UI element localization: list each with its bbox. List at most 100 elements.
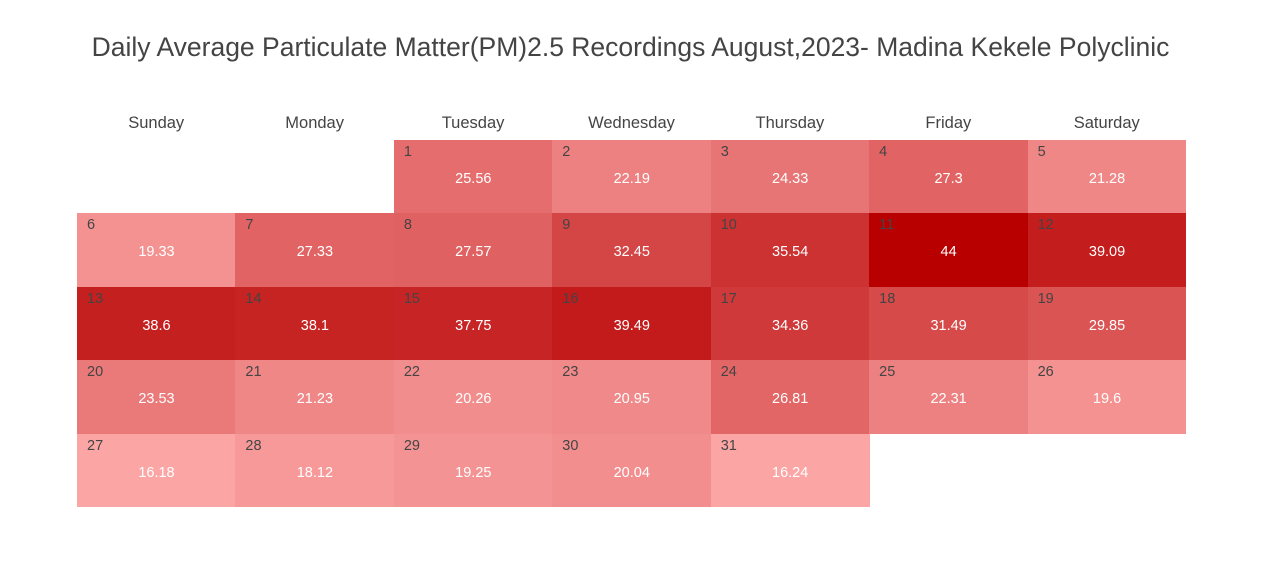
pm25-value-label: 18.12 (296, 464, 334, 481)
day-number-label: 27 (87, 437, 104, 454)
pm25-value-label: 44 (940, 244, 957, 261)
heatmap-cell: 20 23.53 (77, 360, 236, 435)
weekday-header-friday: Friday (925, 114, 972, 132)
heatmap-cell: 6 19.33 (77, 213, 236, 288)
day-number-label: 3 (720, 144, 729, 160)
day-number-label: 12 (1037, 217, 1054, 234)
heatmap-cell: 17 34.36 (710, 286, 870, 361)
pm25-value-label: 38.6 (142, 317, 171, 334)
pm25-value-label: 19.33 (138, 244, 175, 261)
heatmap-cell: 7 27.33 (235, 213, 395, 288)
heatmap-cell: 9 32.45 (552, 213, 712, 288)
calendar-heatmap: 1 25.56 2 22.19 3 24.33 4 27.3 5 21.28 6 19.33 7 27.3… (77, 140, 1187, 508)
heatmap-cell: 2 22.19 (552, 140, 712, 214)
day-number-label: 23 (562, 364, 579, 381)
weekday-header-monday: Monday (285, 114, 344, 132)
heatmap-cell: 31 16.24 (710, 433, 870, 508)
heatmap-cell: 10 35.54 (710, 213, 870, 288)
weekday-header-wednesday: Wednesday (588, 114, 675, 132)
pm25-value-label: 27.3 (934, 171, 963, 187)
pm25-value-label: 27.57 (455, 244, 492, 261)
heatmap-cell: 25 22.31 (869, 360, 1029, 435)
pm25-value-label: 39.49 (613, 317, 650, 334)
day-number-label: 31 (720, 437, 737, 454)
heatmap-cell: 11 44 (869, 213, 1029, 288)
day-number-label: 16 (562, 290, 579, 307)
pm25-value-label: 35.54 (772, 244, 809, 261)
heatmap-cell: 14 38.1 (235, 286, 395, 361)
pm25-value-label: 25.56 (455, 171, 492, 187)
pm25-value-label: 32.45 (613, 244, 650, 261)
day-number-label: 11 (879, 217, 895, 234)
pm25-value-label: 24.33 (772, 171, 809, 187)
chart-title: Daily Average Particulate Matter(PM)2.5 … (91, 32, 1170, 62)
heatmap-cell: 12 39.09 (1027, 213, 1187, 288)
day-number-label: 7 (245, 217, 254, 234)
pm25-value-label: 34.36 (772, 317, 809, 334)
weekday-header-tuesday: Tuesday (441, 114, 505, 132)
pm25-value-label: 20.04 (613, 464, 650, 481)
day-number-label: 19 (1037, 290, 1054, 307)
pm25-value-label: 16.24 (772, 464, 809, 481)
day-number-label: 17 (720, 290, 737, 307)
heatmap-cell: 21 21.23 (235, 360, 395, 435)
day-number-label: 2 (562, 144, 571, 160)
pm25-value-label: 27.33 (296, 244, 334, 261)
heatmap-cell: 30 20.04 (552, 433, 712, 508)
day-number-label: 1 (403, 144, 412, 160)
pm25-value-label: 26.81 (772, 391, 809, 408)
weekday-header-row: Sunday Monday Tuesday Wednesday Thursday Frid… (77, 114, 1186, 134)
heatmap-cell: 8 27.57 (393, 213, 553, 288)
heatmap-cell: 18 31.49 (869, 286, 1029, 361)
pm25-value-label: 37.75 (455, 317, 492, 334)
day-number-label: 30 (562, 437, 579, 454)
day-number-label: 18 (879, 290, 896, 307)
day-number-label: 10 (720, 217, 737, 234)
heatmap-cell: 3 24.33 (710, 140, 870, 214)
day-number-label: 20 (87, 364, 104, 381)
pm25-value-label: 29.85 (1088, 317, 1126, 334)
day-number-label: 14 (245, 290, 262, 307)
day-number-label: 6 (87, 217, 96, 234)
heatmap-cell: 23 20.95 (552, 360, 712, 435)
pm25-value-label: 20.95 (613, 391, 650, 408)
pm25-value-label: 31.49 (930, 317, 967, 334)
heatmap-cell: 1 25.56 (393, 140, 553, 214)
day-number-label: 24 (720, 364, 737, 381)
pm25-value-label: 22.19 (613, 171, 650, 187)
pm25-value-label: 21.28 (1088, 171, 1126, 187)
pm25-value-label: 38.1 (300, 317, 329, 334)
weekday-header-thursday: Thursday (755, 114, 825, 132)
heatmap-cell: 24 26.81 (710, 360, 870, 435)
day-number-label: 9 (562, 217, 571, 234)
day-number-label: 4 (879, 144, 888, 160)
day-number-label: 29 (403, 437, 420, 454)
day-number-label: 28 (245, 437, 262, 454)
pm25-value-label: 23.53 (138, 391, 175, 408)
pm25-value-label: 16.18 (138, 464, 175, 481)
day-number-label: 26 (1037, 364, 1054, 381)
heatmap-cell: 4 27.3 (869, 140, 1029, 214)
heatmap-cell: 15 37.75 (393, 286, 553, 361)
pm25-value-label: 19.25 (455, 464, 492, 481)
heatmap-cell: 28 18.12 (235, 433, 395, 508)
day-number-label: 22 (403, 364, 420, 381)
heatmap-cell: 27 16.18 (77, 433, 236, 508)
heatmap-cell: 5 21.28 (1027, 140, 1187, 214)
pm25-value-label: 20.26 (455, 391, 492, 408)
day-number-label: 15 (403, 290, 420, 307)
heatmap-cell: 16 39.49 (552, 286, 712, 361)
day-number-label: 25 (879, 364, 896, 381)
heatmap-cell: 19 29.85 (1027, 286, 1187, 361)
heatmap-cell: 13 38.6 (77, 286, 236, 361)
heatmap-cell: 29 19.25 (393, 433, 553, 508)
pm25-value-label: 39.09 (1088, 244, 1126, 261)
day-number-label: 8 (403, 217, 412, 234)
heatmap-cell: 22 20.26 (393, 360, 553, 435)
weekday-header-sunday: Sunday (128, 114, 185, 132)
pm25-value-label: 21.23 (296, 391, 334, 408)
pm25-value-label: 19.6 (1092, 391, 1122, 408)
pm25-value-label: 22.31 (930, 391, 967, 408)
day-number-label: 13 (87, 290, 104, 307)
day-number-label: 21 (245, 364, 262, 381)
